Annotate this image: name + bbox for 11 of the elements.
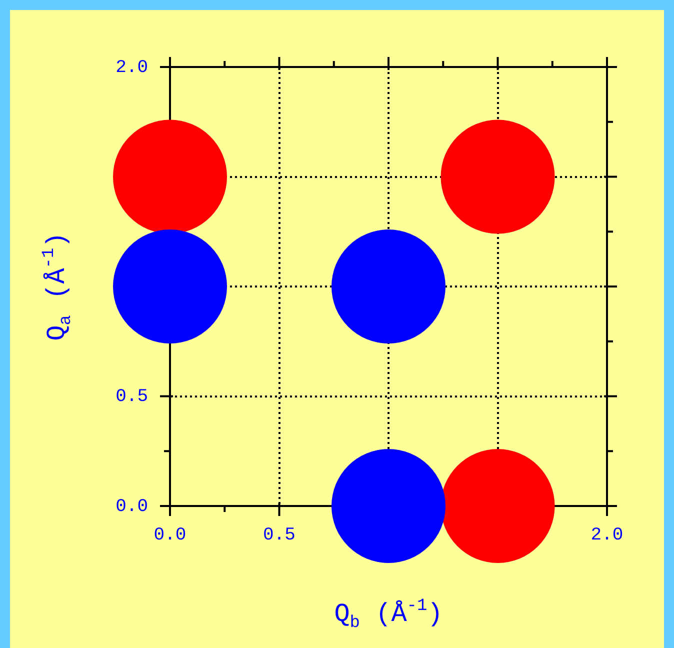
y-tick-label: 2.0	[116, 58, 148, 78]
point	[332, 449, 446, 563]
x-tick-label: 0.5	[263, 526, 296, 546]
point	[113, 120, 227, 234]
x-tick-label: 2.0	[590, 526, 624, 546]
point	[113, 230, 227, 344]
point	[440, 120, 555, 234]
y-tick-label: 0.5	[116, 387, 148, 408]
y-tick-label: 0.0	[116, 496, 148, 517]
y-axis-title: Qa (Å-1)	[40, 232, 76, 341]
x-tick-label: 0.0	[154, 526, 186, 546]
